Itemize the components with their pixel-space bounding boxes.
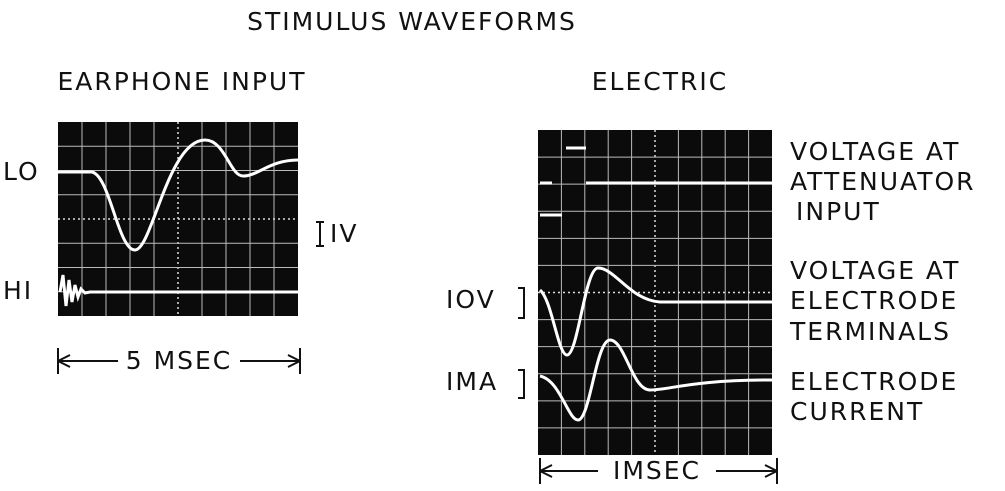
time-label: IMSEC bbox=[613, 456, 701, 485]
trace-label: VOLTAGE AT bbox=[790, 256, 960, 285]
trace-label: ELECTRODE bbox=[790, 286, 958, 315]
figure-title: STIMULUS WAVEFORMS bbox=[247, 7, 577, 36]
trace-label: VOLTAGE AT bbox=[790, 137, 960, 166]
scale-label: IV bbox=[330, 219, 358, 248]
scale-label: IMA bbox=[446, 367, 498, 396]
scale-bar bbox=[518, 370, 524, 398]
scale-bar bbox=[518, 288, 524, 318]
trace-label: ELECTRODE bbox=[790, 367, 958, 396]
trace-label: LO bbox=[3, 157, 40, 186]
scale-label: IOV bbox=[446, 285, 496, 314]
figure: STIMULUS WAVEFORMS EARPHONE INPUT LO HI … bbox=[0, 0, 1005, 491]
time-label: 5 MSEC bbox=[126, 346, 233, 375]
trace-label: ATTENUATOR bbox=[790, 167, 976, 196]
trace-label: INPUT bbox=[796, 197, 881, 226]
trace-label: HI bbox=[3, 276, 33, 305]
scale-bar bbox=[316, 222, 324, 246]
trace-label: TERMINALS bbox=[789, 317, 951, 346]
trace-label: CURRENT bbox=[790, 397, 924, 426]
panel-heading: ELECTRIC bbox=[592, 67, 728, 96]
panel-heading: EARPHONE INPUT bbox=[58, 67, 307, 96]
